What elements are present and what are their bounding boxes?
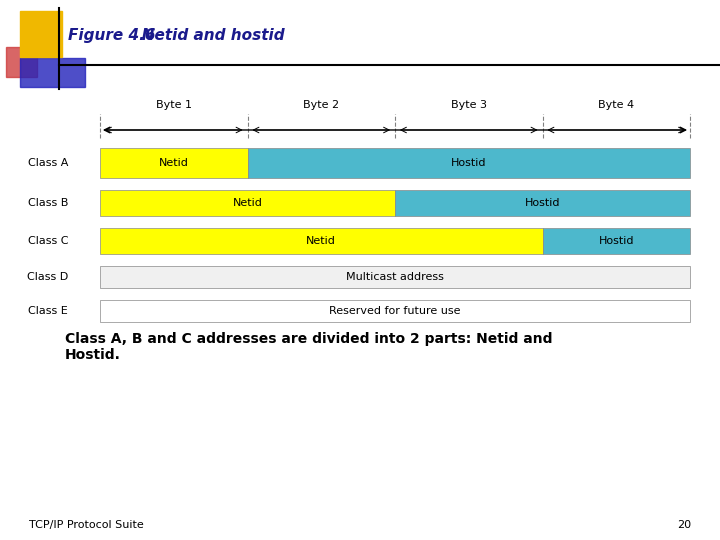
Text: Figure 4.6: Figure 4.6 bbox=[68, 28, 156, 43]
Text: 20: 20 bbox=[677, 520, 691, 530]
Text: Hostid.: Hostid. bbox=[65, 348, 121, 362]
Text: Multicast address: Multicast address bbox=[346, 272, 444, 282]
Text: Hostid: Hostid bbox=[598, 236, 634, 246]
Text: Byte 4: Byte 4 bbox=[598, 100, 634, 110]
Text: Class E: Class E bbox=[28, 306, 68, 316]
Bar bbox=[100, 300, 690, 322]
Text: Hostid: Hostid bbox=[451, 158, 487, 168]
Text: Byte 2: Byte 2 bbox=[303, 100, 339, 110]
Text: Class A: Class A bbox=[27, 158, 68, 168]
Text: Class A, B and C addresses are divided into 2 parts: Netid and: Class A, B and C addresses are divided i… bbox=[65, 332, 552, 346]
Text: Byte 1: Byte 1 bbox=[156, 100, 192, 110]
Text: Class C: Class C bbox=[27, 236, 68, 246]
Bar bbox=[100, 190, 395, 216]
Text: TCP/IP Protocol Suite: TCP/IP Protocol Suite bbox=[29, 520, 143, 530]
Bar bbox=[100, 228, 542, 254]
Bar bbox=[542, 228, 690, 254]
Bar bbox=[248, 148, 690, 178]
Text: Netid: Netid bbox=[306, 236, 336, 246]
Text: Byte 3: Byte 3 bbox=[451, 100, 487, 110]
Text: Class D: Class D bbox=[27, 272, 68, 282]
Text: Netid: Netid bbox=[159, 158, 189, 168]
Text: Reserved for future use: Reserved for future use bbox=[329, 306, 461, 316]
Bar bbox=[100, 266, 690, 288]
Text: Netid: Netid bbox=[233, 198, 262, 208]
Text: Class B: Class B bbox=[27, 198, 68, 208]
Bar bbox=[395, 190, 690, 216]
Text: Hostid: Hostid bbox=[525, 198, 560, 208]
Text: Netid and hostid: Netid and hostid bbox=[126, 28, 284, 43]
Bar bbox=[100, 148, 248, 178]
